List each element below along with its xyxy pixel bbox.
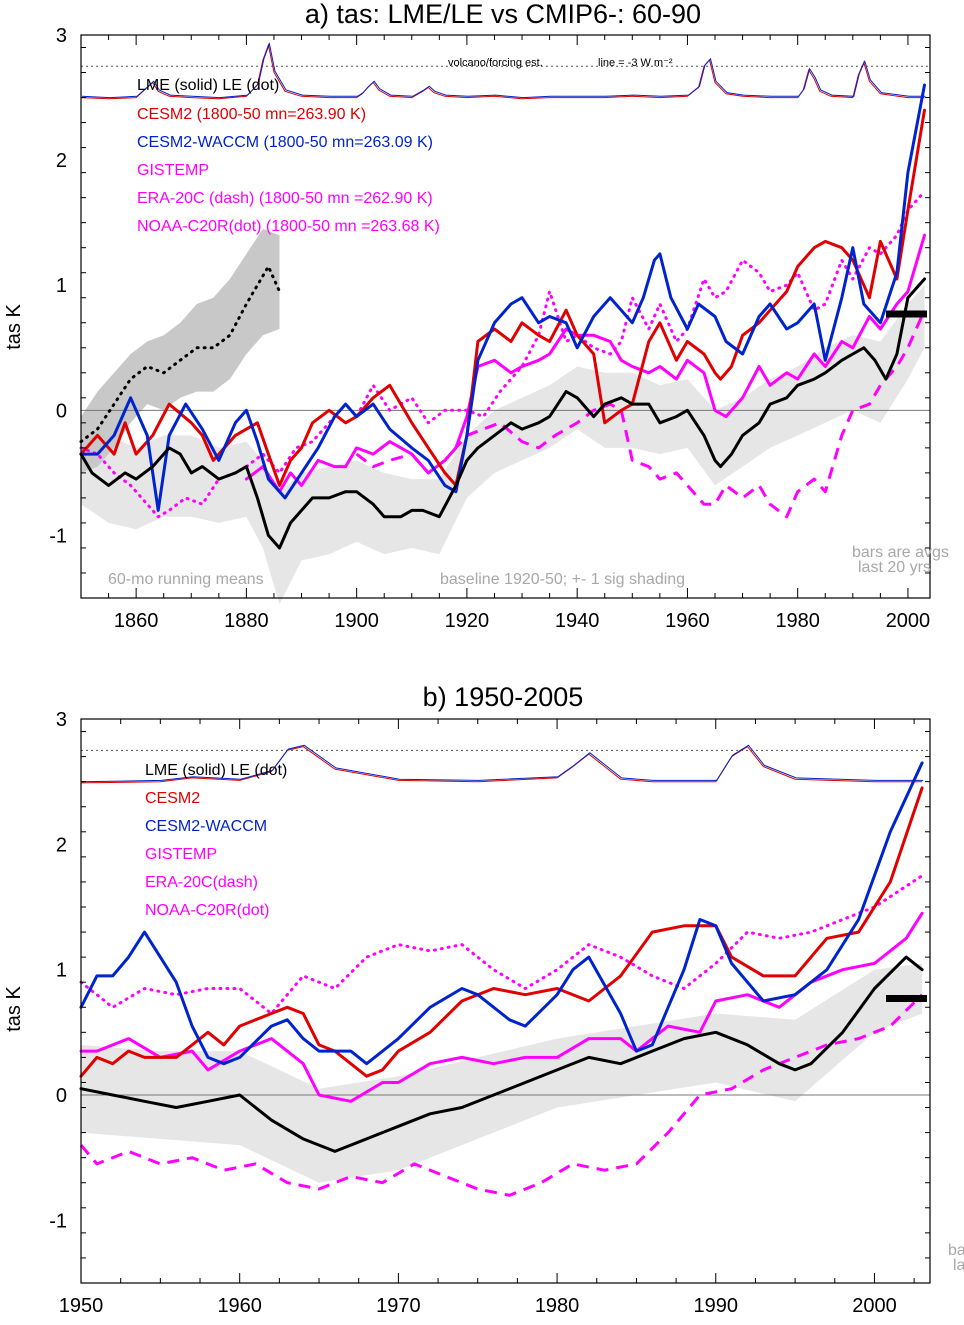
x-tick-label: 1960 <box>665 610 710 632</box>
x-tick-label: 1880 <box>224 610 269 632</box>
series-lme <box>79 277 926 550</box>
legend-b-waccm: CESM2-WACCM <box>145 818 267 835</box>
x-tick-label: 1960 <box>217 1295 262 1317</box>
panel-b-ylabel: tas K <box>3 986 25 1032</box>
y-tick-label: 2 <box>56 834 67 856</box>
series-cesm2 <box>79 108 926 487</box>
series-era-20c <box>355 309 926 519</box>
panel-b-shading <box>81 963 923 1183</box>
y-tick-label: -1 <box>49 525 67 547</box>
panel-a-volcano-label: volcano/forcing est. <box>448 57 543 69</box>
series-noaa-c20r <box>79 874 924 1015</box>
note-running-means: 60-mo running means <box>108 571 264 588</box>
y-tick-label: 2 <box>56 150 67 172</box>
panel-a: a) tas: LME/LE vs CMIP6-: 60-90 tas K 18… <box>3 0 949 632</box>
legend-b-noaa: NOAA-C20R(dot) <box>145 902 269 919</box>
legend-b-cesm2: CESM2 <box>145 790 200 807</box>
series-gistemp <box>79 911 924 1103</box>
shading-band <box>81 963 923 1183</box>
y-tick-label: -1 <box>49 1210 67 1232</box>
x-tick-label: 1970 <box>376 1295 421 1317</box>
note-baseline: baseline 1920-50; +- 1 sig shading <box>440 571 685 588</box>
legend-b-gistemp: GISTEMP <box>145 846 217 863</box>
x-tick-label: 1900 <box>334 610 379 632</box>
y-tick-label: 3 <box>56 25 67 47</box>
shading-band-le <box>81 228 280 473</box>
x-tick-label: 1860 <box>114 610 159 632</box>
axes-frame <box>80 718 931 1284</box>
y-tick-label: 1 <box>56 960 67 982</box>
axes-frame <box>80 34 931 599</box>
x-tick-label: 1950 <box>59 1295 104 1317</box>
forcing-line-waccm <box>81 744 924 783</box>
series-cesm2-waccm <box>79 761 924 1066</box>
legend-gistemp: GISTEMP <box>137 162 209 179</box>
x-tick-label: 1980 <box>535 1295 580 1317</box>
legend-era20c: ERA-20C (dash) (1800-50 mn =262.90 K) <box>137 190 433 207</box>
y-tick-label: 0 <box>56 1085 67 1107</box>
series-gistemp <box>244 233 926 494</box>
panel-b-lines <box>79 744 930 1197</box>
series-cesm2-waccm <box>79 83 926 512</box>
note-last-20: last 20 yrs <box>858 559 931 576</box>
x-tick-label: 1980 <box>775 610 820 632</box>
panel-a-title: a) tas: LME/LE vs CMIP6-: 60-90 <box>305 0 701 29</box>
x-tick-label: 2000 <box>852 1295 897 1317</box>
x-tick-label: 1940 <box>555 610 600 632</box>
legend-b-lme-le: LME (solid) LE (dot) <box>145 762 287 779</box>
panel-a-line-label: line = -3 W m⁻² <box>598 57 673 69</box>
panel-b-legend: LME (solid) LE (dot) CESM2 CESM2-WACCM G… <box>145 762 287 919</box>
panel-b-title: b) 1950-2005 <box>423 682 584 712</box>
x-tick-label: 1990 <box>694 1295 739 1317</box>
panel-a-axes: 1860 1880 1900 1920 1940 1960 1980 2000 3 2 1 0 -1 <box>49 25 931 632</box>
panel-a-ylabel: tas K <box>3 304 25 350</box>
forcing-line-waccm <box>81 41 926 99</box>
legend-b-era20c: ERA-20C(dash) <box>145 874 258 891</box>
panel-a-legend: LME (solid) LE (dot) CESM2 (1800-50 mn=2… <box>137 77 440 235</box>
legend-noaa: NOAA-C20R(dot) (1800-50 mn =263.68 K) <box>137 218 440 235</box>
shading-band <box>81 285 925 605</box>
legend-lme-le: LME (solid) LE (dot) <box>137 77 279 94</box>
x-tick-label: 2000 <box>886 610 931 632</box>
note-b-last: la <box>953 1257 964 1274</box>
series-le <box>79 265 281 444</box>
series-cesm2 <box>79 786 924 1078</box>
series-lme <box>79 955 924 1153</box>
panel-a-lines <box>79 41 930 550</box>
legend-waccm: CESM2-WACCM (1800-50 mn=263.09 K) <box>137 134 433 151</box>
panel-a-shading <box>81 228 925 605</box>
y-tick-label: 0 <box>56 400 67 422</box>
note-b-bars: ba <box>948 1242 964 1259</box>
x-tick-label: 1920 <box>445 610 490 632</box>
note-bars-avgs: bars are avgs <box>852 544 949 561</box>
y-tick-label: 1 <box>56 275 67 297</box>
panel-b: b) 1950-2005 tas K 1950 1960 1970 1980 1990 2… <box>3 682 964 1317</box>
y-tick-label: 3 <box>56 709 67 731</box>
legend-cesm2: CESM2 (1800-50 mn=263.90 K) <box>137 106 366 123</box>
panel-b-axes: 1950 1960 1970 1980 1990 2000 3 2 1 0 -1 <box>49 709 931 1317</box>
